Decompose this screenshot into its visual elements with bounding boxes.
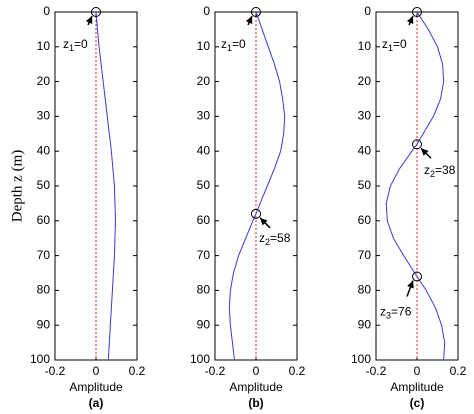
node-label-name: z [382, 37, 388, 51]
y-tick-label: 100 [190, 352, 210, 366]
y-tick-label: 30 [37, 109, 51, 123]
y-tick-label: 90 [197, 317, 211, 331]
y-tick-label: 10 [358, 39, 372, 53]
y-tick-label: 0 [203, 4, 210, 18]
panel-caption: (a) [89, 396, 104, 410]
node-label-value: =38 [435, 163, 456, 177]
arrow-head [421, 148, 429, 156]
node-label-value: =0 [393, 37, 407, 51]
y-tick-label: 10 [37, 39, 51, 53]
node-label-index: 3 [386, 311, 391, 321]
y-tick-label: 40 [197, 143, 211, 157]
y-tick-label: 50 [197, 178, 211, 192]
node-label-index: 1 [69, 43, 74, 53]
y-tick-label: 60 [358, 213, 372, 227]
arrow-head [407, 280, 414, 289]
y-tick-label: 90 [358, 317, 372, 331]
y-tick-label: 0 [364, 4, 371, 18]
node-marker [91, 7, 101, 17]
x-axis-label: Amplitude [390, 380, 444, 394]
node-marker [251, 7, 261, 17]
x-axis-label: Amplitude [69, 380, 123, 394]
node-label-index: 1 [227, 43, 232, 53]
arrow-head [260, 217, 268, 226]
y-tick-label: 80 [197, 283, 211, 297]
node-label-name: z [63, 37, 69, 51]
x-tick-label: -0.2 [205, 364, 226, 378]
node-marker [412, 271, 422, 282]
node-label: z1=0 [63, 37, 88, 53]
y-tick-label: 50 [358, 178, 372, 192]
y-tick-label: 60 [197, 213, 211, 227]
x-axis-label: Amplitude [229, 380, 283, 394]
node-label-name: z [380, 305, 386, 319]
node-label: z2=58 [259, 231, 291, 247]
node-marker [412, 139, 422, 150]
x-tick-label: 0.2 [450, 364, 467, 378]
y-tick-label: 80 [358, 283, 372, 297]
x-tick-label: 0 [414, 364, 421, 378]
y-tick-label: 70 [358, 248, 372, 262]
y-tick-label: 20 [197, 74, 211, 88]
y-tick-label: 30 [358, 109, 372, 123]
x-tick-label: -0.2 [45, 364, 66, 378]
mode-curve [95, 11, 116, 361]
mode-curve [385, 11, 446, 361]
node-label: z1=0 [221, 37, 246, 53]
x-tick-label: -0.2 [366, 364, 387, 378]
panel-caption: (b) [248, 396, 263, 410]
node-label: z2=38 [424, 163, 456, 179]
y-tick-label: 0 [43, 4, 50, 18]
arrow-head [406, 16, 414, 24]
node-label-name: z [221, 37, 227, 51]
y-tick-label: 20 [37, 74, 51, 88]
x-tick-label: 0.2 [129, 364, 146, 378]
y-tick-label: 40 [358, 143, 372, 157]
y-tick-label: 90 [37, 317, 51, 331]
node-label-value: =76 [391, 305, 412, 319]
y-tick-label: 10 [197, 39, 211, 53]
node-label-name: z [424, 163, 430, 177]
node-label-index: 2 [265, 237, 270, 247]
arrow-head [245, 16, 253, 24]
node-marker [412, 7, 422, 17]
y-tick-label: 100 [30, 352, 50, 366]
x-tick-label: 0 [93, 364, 100, 378]
node-label-value: =58 [270, 231, 291, 245]
y-tick-label: 60 [37, 213, 51, 227]
y-tick-label: 30 [197, 109, 211, 123]
y-axis-label: Depth z (m) [9, 150, 25, 222]
arrow-head [85, 16, 93, 24]
x-tick-label: 0.2 [289, 364, 306, 378]
y-tick-label: 80 [37, 283, 51, 297]
panel-caption: (c) [410, 396, 425, 410]
node-label: z1=0 [382, 37, 407, 53]
y-tick-label: 70 [197, 248, 211, 262]
mode-curve [228, 11, 286, 361]
y-tick-label: 100 [351, 352, 371, 366]
node-label: z3=76 [380, 305, 412, 321]
node-label-value: =0 [232, 37, 246, 51]
node-label-value: =0 [74, 37, 88, 51]
y-tick-label: 20 [358, 74, 372, 88]
node-label-index: 1 [388, 43, 393, 53]
y-tick-label: 40 [37, 143, 51, 157]
node-label-name: z [259, 231, 265, 245]
y-tick-label: 50 [37, 178, 51, 192]
node-label-index: 2 [430, 170, 435, 180]
node-marker [251, 208, 261, 219]
x-tick-label: 0 [253, 364, 260, 378]
y-tick-label: 70 [37, 248, 51, 262]
